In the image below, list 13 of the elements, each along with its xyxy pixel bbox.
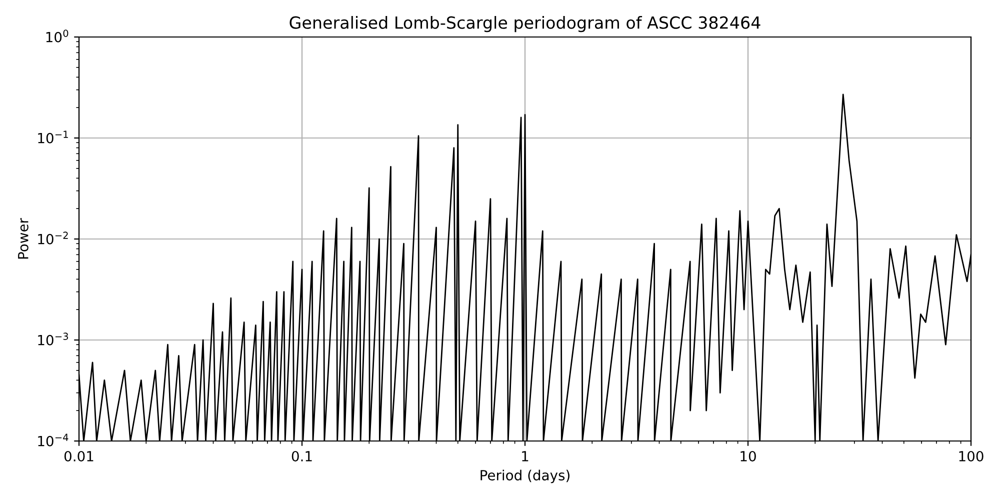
y-tick-label: 10$^{−1}$ bbox=[38, 130, 68, 144]
y-tick-label: 10$^{−2}$ bbox=[38, 232, 68, 244]
x-tick-label: 1 bbox=[522, 451, 528, 462]
x-axis-title: Period (days) bbox=[480, 470, 570, 484]
y-tick-label: 10$^{−3}$ bbox=[38, 332, 68, 346]
x-tick-label: 0.01 bbox=[64, 450, 94, 462]
x-tick-label: 100 bbox=[959, 450, 984, 462]
x-tick-label: 10 bbox=[740, 450, 756, 462]
chart-title: Generalised Lomb-Scargle periodogram of ASCC 382464 bbox=[290, 16, 760, 32]
y-tick-label: 10$^{−4}$ bbox=[38, 434, 68, 446]
x-tick-label: 0.1 bbox=[292, 450, 312, 462]
y-axis-title: Power bbox=[18, 218, 28, 259]
y-tick-label: 10$^{0}$ bbox=[46, 30, 68, 42]
